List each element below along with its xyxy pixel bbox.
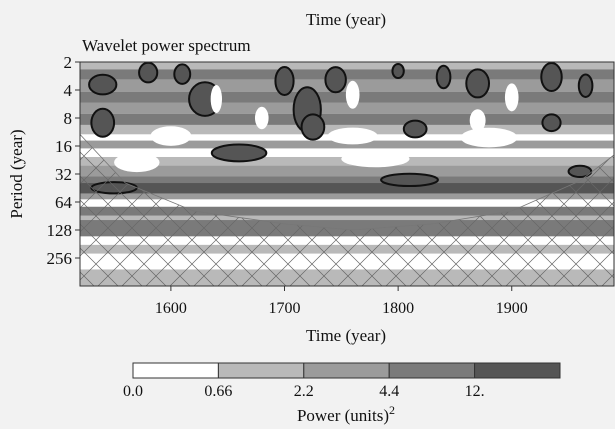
power-patch-1 xyxy=(138,62,159,84)
y-axis: 2 4 8 16 32 64 128 256 xyxy=(47,53,80,268)
y-tick-label-128: 128 xyxy=(47,221,73,240)
colorbar-swatch-4 xyxy=(474,362,561,379)
power-band-12 xyxy=(80,176,614,184)
power-patch-13 xyxy=(300,113,326,141)
chart-title: Wavelet power spectrum xyxy=(82,36,251,55)
power-patch-0 xyxy=(88,73,118,96)
colorbar: 0.0 0.66 2.2 4.4 12. xyxy=(123,362,561,400)
power-patches xyxy=(88,62,594,195)
y-tick-label-8: 8 xyxy=(64,109,73,128)
colorbar-swatch-3 xyxy=(388,362,476,379)
power-patch-8 xyxy=(540,62,563,93)
power-patch-9 xyxy=(577,73,594,98)
power-band-1 xyxy=(80,69,614,80)
x-axis: 1600 1700 1800 1900 xyxy=(155,286,528,317)
power-patch-5 xyxy=(391,63,405,80)
power-patch-29 xyxy=(469,109,486,132)
power-patch-14 xyxy=(402,119,428,139)
power-band-9 xyxy=(80,148,614,157)
power-patch-23 xyxy=(114,152,160,173)
y-tick-label-256: 256 xyxy=(47,249,73,268)
power-patch-24 xyxy=(341,150,410,168)
power-patch-15 xyxy=(541,113,562,133)
power-patch-21 xyxy=(327,127,378,145)
power-patch-19 xyxy=(567,164,593,178)
colorbar-level-0: 0.0 xyxy=(123,383,143,400)
power-band-13 xyxy=(80,183,614,194)
top-axis-label: Time (year) xyxy=(306,10,386,29)
power-patch-26 xyxy=(345,80,360,109)
colorbar-label-superscript: 2 xyxy=(389,403,395,417)
colorbar-level-4: 12. xyxy=(465,383,485,400)
power-patch-12 xyxy=(90,107,116,138)
colorbar-swatch-0 xyxy=(132,362,219,379)
colorbar-swatch-2 xyxy=(303,362,390,379)
y-tick-label-16: 16 xyxy=(55,137,72,156)
power-band-15 xyxy=(80,199,614,207)
power-band-11 xyxy=(80,165,614,177)
power-band-0 xyxy=(80,62,614,70)
colorbar-label: Power (units)2 xyxy=(297,403,395,425)
cone-of-influence-boundary xyxy=(80,134,614,231)
y-tick-label-64: 64 xyxy=(55,193,73,212)
x-tick-label-1600: 1600 xyxy=(155,300,187,317)
power-patch-2 xyxy=(173,63,192,85)
power-patch-22 xyxy=(460,127,518,148)
power-band-17 xyxy=(80,215,614,221)
x-tick-label-1700: 1700 xyxy=(269,300,301,317)
power-band-4 xyxy=(80,102,614,114)
power-band-16 xyxy=(80,206,614,216)
x-tick-label-1900: 1900 xyxy=(496,300,528,317)
colorbar-level-2: 2.2 xyxy=(294,383,314,400)
colorbar-level-1: 0.66 xyxy=(204,383,232,400)
power-patch-4 xyxy=(324,66,347,94)
power-patch-3 xyxy=(274,65,295,96)
power-band-5 xyxy=(80,113,614,125)
power-band-14 xyxy=(80,193,614,200)
power-patch-7 xyxy=(465,68,491,99)
y-tick-label-32: 32 xyxy=(55,165,72,184)
power-patch-27 xyxy=(504,83,519,112)
power-patch-16 xyxy=(210,143,268,163)
power-patch-6 xyxy=(435,64,452,90)
colorbar-swatch-1 xyxy=(217,362,305,379)
power-patch-17 xyxy=(380,172,439,188)
power-band-8 xyxy=(80,140,614,149)
y-axis-label: Period (year) xyxy=(7,129,26,218)
x-axis-label: Time (year) xyxy=(306,326,386,345)
colorbar-label-text: Power (units) xyxy=(297,406,389,425)
y-tick-label-2: 2 xyxy=(64,53,73,72)
y-tick-label-4: 4 xyxy=(64,81,73,100)
power-patch-25 xyxy=(210,85,223,114)
plot-area xyxy=(80,62,614,286)
colorbar-level-3: 4.4 xyxy=(379,383,399,400)
x-tick-label-1800: 1800 xyxy=(382,300,414,317)
power-patch-28 xyxy=(254,106,269,130)
power-patch-20 xyxy=(150,126,192,146)
